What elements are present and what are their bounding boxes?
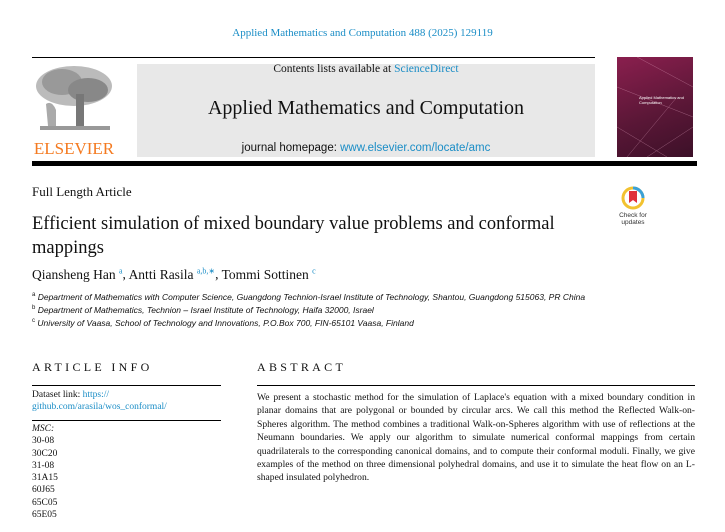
msc-code: 65C05: [32, 497, 58, 508]
divider: [32, 420, 221, 421]
msc-code: 60J65: [32, 485, 55, 496]
author[interactable]: Qiansheng Han a: [32, 266, 123, 282]
abstract-text: We present a stochastic method for the s…: [257, 392, 695, 484]
contents-label: Contents lists available at: [273, 63, 395, 75]
msc-code: 31A15: [32, 473, 58, 484]
author[interactable]: Tommi Sottinen c: [221, 266, 316, 282]
check-for-updates-button[interactable]: Check for updates: [613, 186, 653, 226]
msc-label: MSC:: [32, 424, 55, 434]
dataset-url[interactable]: github.com/arasila/wos_conformal/: [32, 402, 167, 413]
msc-code: 31-08: [32, 460, 55, 471]
msc-list: MSC: 30-08 30C20 31-08 31A15 60J65 65C05…: [32, 423, 58, 521]
publisher-logo-text: ELSEVIER: [33, 139, 115, 158]
divider: [32, 385, 221, 386]
msc-code: 65E05: [32, 510, 57, 521]
homepage-line: journal homepage: www.elsevier.com/locat…: [137, 142, 595, 154]
cover-title: Applied Mathematics and Computation: [639, 95, 684, 105]
affiliation: a Department of Mathematics with Compute…: [32, 292, 586, 302]
tree-icon: [36, 66, 112, 130]
article-title: Efficient simulation of mixed boundary v…: [32, 214, 555, 258]
sciencedirect-link[interactable]: ScienceDirect: [394, 63, 459, 75]
crossmark-icon: [621, 186, 645, 210]
cover-lines-icon: [617, 57, 693, 157]
divider: [32, 57, 595, 58]
msc-code: 30-08: [32, 436, 55, 447]
contents-line: Contents lists available at ScienceDirec…: [137, 63, 595, 75]
homepage-link[interactable]: www.elsevier.com/locate/amc: [340, 142, 491, 154]
affiliation: b Department of Mathematics, Technion – …: [32, 305, 374, 315]
author[interactable]: Antti Rasila a,b,∗: [128, 266, 216, 282]
elsevier-logo: ELSEVIER: [32, 64, 116, 158]
journal-cover[interactable]: Applied Mathematics and Computation: [617, 57, 693, 157]
abstract-heading: ABSTRACT: [257, 360, 347, 374]
journal-citation[interactable]: Applied Mathematics and Computation 488 …: [232, 27, 493, 39]
header-bar: [32, 161, 697, 166]
dataset-url[interactable]: https://: [82, 390, 110, 400]
journal-title: Applied Mathematics and Computation: [207, 97, 525, 119]
msc-code: 30C20: [32, 448, 58, 459]
divider: [257, 385, 695, 386]
crossmark-label: Check for updates: [619, 212, 647, 226]
homepage-label: journal homepage:: [241, 142, 341, 154]
affiliation: c University of Vaasa, School of Technol…: [32, 318, 414, 328]
article-info-heading: ARTICLE INFO: [32, 360, 153, 374]
journal-banner: Contents lists available at ScienceDirec…: [137, 63, 595, 157]
article-type: Full Length Article: [32, 184, 132, 199]
dataset-link: Dataset link: https:// github.com/arasil…: [32, 390, 167, 413]
author-list: Qiansheng Han a, Antti Rasila a,b,∗, Tom…: [32, 266, 316, 282]
